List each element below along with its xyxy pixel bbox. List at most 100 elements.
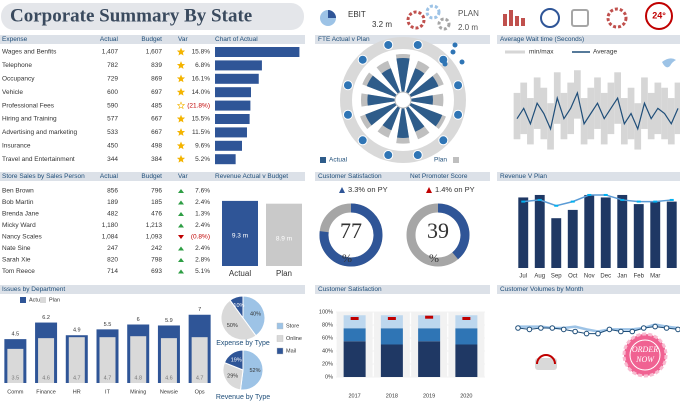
x-tick-label: Feb xyxy=(634,274,645,280)
pie-slice xyxy=(222,361,244,391)
data-label: 4.7 xyxy=(196,375,204,381)
x-tick-label: Jan xyxy=(617,274,627,280)
bar xyxy=(215,140,242,151)
bar xyxy=(666,201,677,268)
star-icon xyxy=(176,61,186,69)
badge xyxy=(645,2,673,30)
cell: 242 xyxy=(151,245,162,252)
cell: 729 xyxy=(107,76,118,83)
up-arrow xyxy=(178,223,184,228)
legend-swatch xyxy=(453,157,459,163)
bar xyxy=(130,336,147,383)
data-label: 19% xyxy=(231,358,242,364)
data-label: 50% xyxy=(227,323,238,329)
data-label: 9.3 m xyxy=(232,233,248,240)
radial-bar xyxy=(403,95,434,105)
panel-header xyxy=(315,285,490,294)
bar xyxy=(266,203,302,266)
cell: 498 xyxy=(151,143,162,150)
legend-label: Online xyxy=(286,336,302,342)
marker xyxy=(653,200,658,203)
cell: 839 xyxy=(151,62,162,69)
band xyxy=(513,92,521,140)
bar xyxy=(650,201,661,268)
cell: 798 xyxy=(151,257,162,264)
ring xyxy=(340,37,466,163)
row-label: Occupancy xyxy=(2,76,35,83)
bar xyxy=(7,348,24,383)
data-label: 5.5 xyxy=(104,322,112,328)
plan-value: 2.0 m xyxy=(458,23,478,32)
radial-bar xyxy=(365,100,403,126)
kpi-change: 1.4% on PY xyxy=(435,185,475,194)
y-tick-label: 0% xyxy=(325,374,333,380)
band xyxy=(634,103,642,150)
cell: 2.4% xyxy=(195,245,210,252)
ring-dot xyxy=(453,109,464,120)
data-label: 5.9 xyxy=(165,318,173,324)
cell: 15.8% xyxy=(192,49,211,56)
band xyxy=(647,92,655,140)
y-tick-label: 100% xyxy=(319,309,333,315)
badge-text: 24° xyxy=(652,10,666,20)
row-label: Tom Reece xyxy=(2,268,35,275)
up-arrow xyxy=(178,269,184,274)
point xyxy=(583,330,590,337)
bar xyxy=(518,197,529,268)
x-tick-label: 2017 xyxy=(349,393,361,399)
bar xyxy=(215,47,300,57)
star-icon xyxy=(176,74,186,83)
cell: 15.5% xyxy=(192,116,211,123)
marker xyxy=(603,193,608,196)
marker xyxy=(537,198,542,201)
legend-swatch xyxy=(20,297,26,303)
data-label: 4.7 xyxy=(104,375,112,381)
chart-title: Customer Volumes by Month xyxy=(500,286,584,293)
cell: 820 xyxy=(107,257,118,264)
row-label: Travel and Entertainment xyxy=(2,156,75,163)
band xyxy=(667,98,675,145)
radial-bar xyxy=(382,100,403,131)
chart-title: Expense by Type xyxy=(216,340,270,347)
cell: 697 xyxy=(151,89,162,96)
data-label: 8.9 m xyxy=(276,235,292,242)
radial-bar xyxy=(403,100,425,132)
data-label: 29% xyxy=(227,374,238,380)
x-tick-label: 2018 xyxy=(386,393,398,399)
point xyxy=(595,330,601,337)
x-tick-label: Comm xyxy=(7,389,24,395)
column-header: Store Sales by Sales Person xyxy=(2,173,85,180)
row-label: Nate Sine xyxy=(2,245,31,252)
band xyxy=(527,98,534,145)
legend-label: Actual xyxy=(29,297,44,303)
gear-icon xyxy=(406,10,426,30)
up-arrow xyxy=(178,200,184,205)
row-label: Insurance xyxy=(2,143,31,150)
ring-dot xyxy=(383,150,394,161)
legend-swatch xyxy=(276,347,284,355)
cell: 693 xyxy=(151,268,162,275)
cell: 344 xyxy=(107,156,118,163)
calendar-icon xyxy=(571,9,589,27)
cell: 5.2% xyxy=(195,156,210,163)
radial-bar xyxy=(367,94,403,106)
marker xyxy=(669,198,674,201)
bar-segment xyxy=(380,344,403,377)
up-icon xyxy=(426,187,432,193)
bar-segment xyxy=(343,328,366,342)
data-label: 6.2 xyxy=(42,315,50,321)
row-label: Micky Ward xyxy=(2,222,36,229)
bird-icon xyxy=(662,58,676,68)
marker xyxy=(587,193,592,196)
kpi-value: 39 xyxy=(427,218,449,243)
bar xyxy=(534,194,545,268)
legend-label: Mail xyxy=(286,348,296,354)
data-label: 52% xyxy=(249,368,260,374)
bar-segment xyxy=(418,341,441,377)
bar xyxy=(600,197,611,268)
cell: 714 xyxy=(107,268,118,275)
cell: 1,093 xyxy=(146,234,163,241)
cell: 2.8% xyxy=(195,257,210,264)
x-tick-label: HR xyxy=(73,389,81,395)
